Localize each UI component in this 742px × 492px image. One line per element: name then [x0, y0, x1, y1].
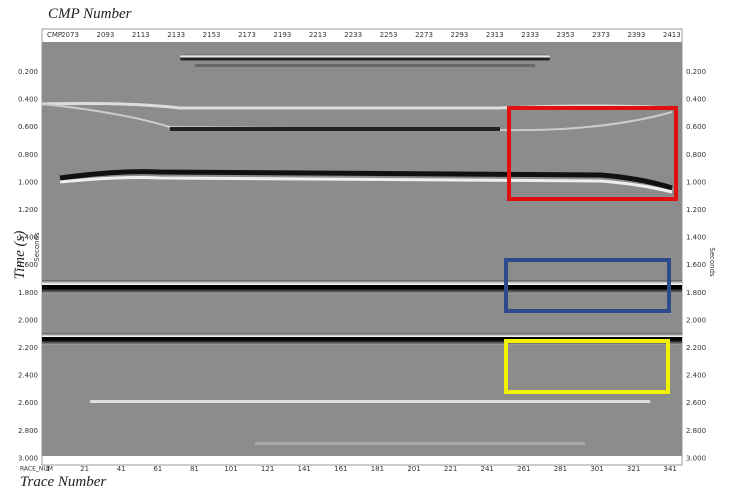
right-tick-label: 1.000 [686, 178, 706, 186]
top-tick-label: 2133 [167, 31, 185, 39]
bottom-tick-label: 301 [590, 465, 603, 473]
bottom-tick-label: 181 [371, 465, 384, 473]
top-tick-label: 2253 [380, 31, 398, 39]
top-tick-label: 2413 [663, 31, 681, 39]
top-tick-label: 2113 [132, 31, 150, 39]
left-tick-label: 0.800 [18, 151, 38, 159]
right-tick-label: 1.400 [686, 234, 706, 242]
top-tick-label: 2233 [344, 31, 362, 39]
top-tick-label: 2353 [557, 31, 575, 39]
right-tick-label: 2.800 [686, 427, 706, 435]
top-tick-label: 2153 [203, 31, 221, 39]
right-tick-label: 0.800 [686, 151, 706, 159]
bottom-tick-label: 161 [334, 465, 347, 473]
top-tick-label: 2313 [486, 31, 504, 39]
top-tick-label: 2273 [415, 31, 433, 39]
figure-title: CMP Number [48, 6, 132, 22]
right-tick-label: 2.400 [686, 372, 706, 380]
left-tick-label: 2.200 [18, 344, 38, 352]
right-tick-label: 0.400 [686, 96, 706, 104]
top-tick-label: 2373 [592, 31, 610, 39]
bottom-tick-label: 241 [481, 465, 494, 473]
bottom-tick-label: 1 [46, 465, 50, 473]
right-tick-label: 1.200 [686, 206, 706, 214]
left-tick-label: 0.600 [18, 123, 38, 131]
bottom-tick-label: 221 [444, 465, 457, 473]
left-tick-label: 0.200 [18, 68, 38, 76]
right-tick-label: 0.600 [686, 123, 706, 131]
bottom-tick-label: 101 [224, 465, 237, 473]
bottom-tick-label: 281 [554, 465, 567, 473]
right-tick-label: 2.600 [686, 399, 706, 407]
bottom-tick-label: 121 [261, 465, 274, 473]
left-tick-label: 1.000 [18, 178, 38, 186]
left-tick-label: 0.400 [18, 96, 38, 104]
bottom-tick-label: 201 [407, 465, 420, 473]
left-tick-label: 1.400 [18, 234, 38, 242]
right-tick-label: 2.200 [686, 344, 706, 352]
right-tick-label: 1.800 [686, 289, 706, 297]
top-tick-label: 2173 [238, 31, 256, 39]
left-tick-label: 3.000 [18, 454, 38, 462]
left-tick-label: 1.600 [18, 261, 38, 269]
right-tick-label: 2.000 [686, 316, 706, 324]
right-unit: Seconds [708, 247, 716, 277]
top-tick-label: 2073 [61, 31, 79, 39]
bottom-tick-label: 321 [627, 465, 640, 473]
top-tick-label: 2393 [627, 31, 645, 39]
bottom-tick-label: 21 [80, 465, 89, 473]
left-tick-label: 1.800 [18, 289, 38, 297]
right-tick-label: 3.000 [686, 454, 706, 462]
top-tick-label: 2333 [521, 31, 539, 39]
top-tick-label: 2193 [273, 31, 291, 39]
bottom-axis-title: Trace Number [20, 474, 106, 490]
top-tick-label: 2293 [450, 31, 468, 39]
left-tick-label: 2.400 [18, 372, 38, 380]
top-tick-label: 2093 [96, 31, 114, 39]
right-tick-label: 1.600 [686, 261, 706, 269]
top-tick-label: 2213 [309, 31, 327, 39]
seismic-figure: CMP Number CMP RACE_NUM Seconds Seconds … [0, 0, 742, 492]
left-tick-label: 1.200 [18, 206, 38, 214]
right-tick-label: 0.200 [686, 68, 706, 76]
left-tick-label: 2.800 [18, 427, 38, 435]
bottom-tick-label: 141 [298, 465, 311, 473]
bottom-tick-label: 341 [664, 465, 677, 473]
bottom-tick-label: 261 [517, 465, 530, 473]
bottom-tick-label: 61 [153, 465, 162, 473]
left-tick-label: 2.600 [18, 399, 38, 407]
left-tick-label: 2.000 [18, 316, 38, 324]
bottom-tick-label: 41 [117, 465, 126, 473]
bottom-tick-label: 81 [190, 465, 199, 473]
top-axis-name: CMP [47, 31, 62, 39]
